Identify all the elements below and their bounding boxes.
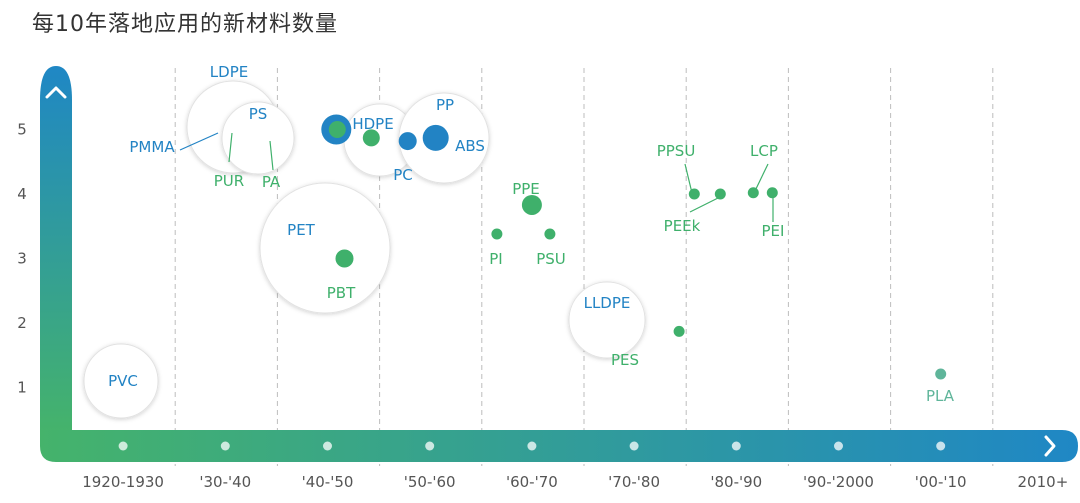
data-label-pmma: PMMA	[129, 138, 175, 156]
chevron-right-icon	[1044, 435, 1056, 457]
y-tick-label: 2	[17, 314, 27, 332]
data-point-pla	[935, 368, 947, 380]
x-tick-label: 1920-1930	[82, 473, 164, 491]
x-tick-label: '70-'80	[608, 473, 660, 491]
x-tick-label: '30-'40	[199, 473, 251, 491]
y-tick-label: 3	[17, 250, 27, 268]
axis-dot	[629, 441, 639, 451]
axis-dot	[731, 441, 741, 451]
data-label-pbt: PBT	[327, 284, 356, 302]
data-point-pur	[328, 121, 346, 138]
data-label-pp: PP	[436, 96, 454, 114]
leader-line	[689, 197, 719, 213]
data-point-pei	[766, 187, 778, 199]
cluster-halo	[83, 343, 159, 419]
axis-dot	[425, 441, 435, 451]
axis-dot	[118, 441, 128, 451]
data-point-pi	[491, 228, 503, 240]
leader-line	[179, 132, 219, 151]
leader-line	[684, 163, 693, 194]
data-label-pei: PEI	[762, 222, 785, 240]
leader-line	[228, 132, 233, 163]
data-label-pet: PET	[287, 221, 316, 239]
data-point-lcp	[747, 187, 759, 199]
data-label-pi: PI	[489, 250, 502, 268]
data-label-psu: PSU	[536, 250, 566, 268]
axis-dot	[323, 441, 332, 451]
data-label-pvc: PVC	[108, 372, 138, 390]
data-label-pla: PLA	[926, 387, 955, 405]
x-tick-label: '00-'10	[915, 473, 967, 491]
data-label-lcp: LCP	[750, 142, 778, 160]
data-point-pbt	[335, 249, 354, 268]
data-label-pa: PA	[262, 173, 281, 191]
x-tick-label: '50-'60	[404, 473, 456, 491]
data-point-pes	[673, 325, 685, 337]
y-tick-label: 1	[17, 379, 27, 397]
data-point-abs	[422, 124, 449, 151]
data-label-ldpe: LDPE	[210, 63, 248, 81]
data-label-abs: ABS	[455, 137, 485, 155]
y-tick-label: 4	[17, 185, 27, 203]
data-point-ppsu	[688, 188, 700, 200]
y-tick-label: 5	[17, 121, 27, 139]
cluster-halo	[568, 281, 646, 359]
data-label-lldpe: LLDPE	[584, 294, 631, 312]
x-tick-label: '80-'90	[710, 473, 762, 491]
cluster-halo	[221, 101, 295, 175]
axis-dot	[527, 441, 537, 451]
data-label-ppe: PPE	[512, 180, 540, 198]
chevron-up-icon	[45, 86, 67, 99]
y-axis-bar	[40, 66, 72, 432]
x-tick-label: '90-'2000	[803, 473, 874, 491]
x-tick-label: 2010+	[1018, 473, 1069, 491]
data-point-psu	[544, 228, 556, 240]
data-label-ppsu: PPSU	[657, 142, 696, 160]
cluster-halo	[259, 182, 391, 314]
leader-line	[269, 140, 274, 171]
data-point-pa	[362, 129, 380, 147]
axis-dot	[936, 441, 946, 451]
data-label-pc: PC	[393, 166, 413, 184]
data-label-pes: PES	[611, 351, 639, 369]
axis-dot	[834, 441, 843, 451]
x-tick-label: '60-'70	[506, 473, 558, 491]
data-point-pc	[398, 132, 417, 151]
data-label-peek: PEEk	[664, 217, 701, 235]
x-axis-bar	[40, 430, 1078, 462]
axis-dot	[220, 441, 230, 451]
chart-title: 每10年落地应用的新材料数量	[32, 12, 338, 37]
x-tick-label: '40-'50	[302, 473, 354, 491]
data-label-hdpe: HDPE	[352, 115, 393, 133]
data-label-pur: PUR	[214, 172, 244, 190]
data-point-ppe	[521, 194, 542, 215]
data-point-peek	[714, 188, 726, 200]
data-label-ps: PS	[249, 105, 268, 123]
